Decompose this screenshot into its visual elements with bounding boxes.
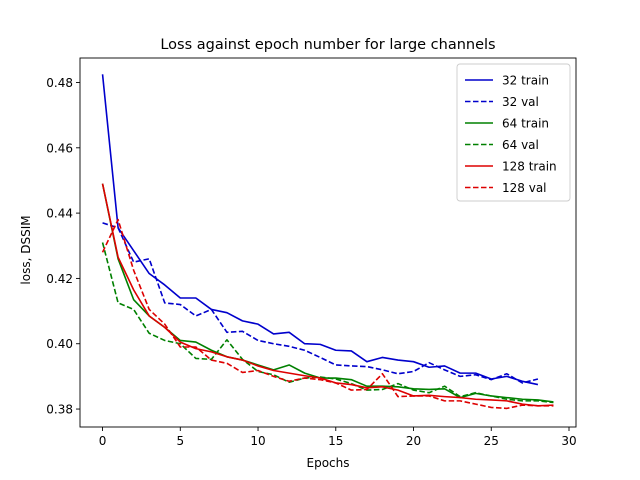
y-tick-label-0.38: 0.38 bbox=[46, 403, 73, 417]
y-tick-label-0.40: 0.40 bbox=[46, 337, 73, 351]
y-tick-label-0.42: 0.42 bbox=[46, 272, 73, 286]
legend-label-64-val: 64 val bbox=[502, 138, 539, 152]
y-axis-label: loss, DSSIM bbox=[19, 215, 33, 284]
legend: 32 train 32 val 64 train 64 val 128 train 128… bbox=[456, 63, 571, 202]
y-tick-label-0.44: 0.44 bbox=[46, 207, 73, 221]
series-line-32-train bbox=[101, 74, 539, 386]
x-tick-label-25: 25 bbox=[484, 434, 499, 448]
x-tick-label-10: 10 bbox=[250, 434, 265, 448]
x-tick-label-30: 30 bbox=[561, 434, 576, 448]
x-tick-label-0: 0 bbox=[99, 434, 107, 448]
legend-label-64-train: 64 train bbox=[502, 117, 549, 131]
x-tick-label-20: 20 bbox=[406, 434, 421, 448]
y-tick-label-0.48: 0.48 bbox=[46, 76, 73, 90]
series-line-128-val bbox=[101, 218, 554, 410]
x-tick-label-15: 15 bbox=[328, 434, 343, 448]
series-line-64-val bbox=[101, 242, 554, 404]
axes-frame bbox=[79, 57, 577, 428]
y-tick-label-0.46: 0.46 bbox=[46, 141, 73, 155]
legend-label-32-train: 32 train bbox=[502, 74, 549, 88]
series-layer bbox=[101, 74, 554, 410]
legend-label-32-val: 32 val bbox=[502, 95, 539, 109]
chart-title: Loss against epoch number for large chan… bbox=[160, 37, 495, 53]
x-tick-label-5: 5 bbox=[176, 434, 184, 448]
axes-layer: 0 5 10 15 20 25 30 0.38 0.40 0.42 0.44 0.46 0.48 bbox=[46, 57, 577, 448]
legend-label-128-val: 128 val bbox=[502, 181, 547, 195]
legend-label-128-train: 128 train bbox=[502, 160, 557, 174]
x-axis-label: Epochs bbox=[307, 456, 350, 470]
